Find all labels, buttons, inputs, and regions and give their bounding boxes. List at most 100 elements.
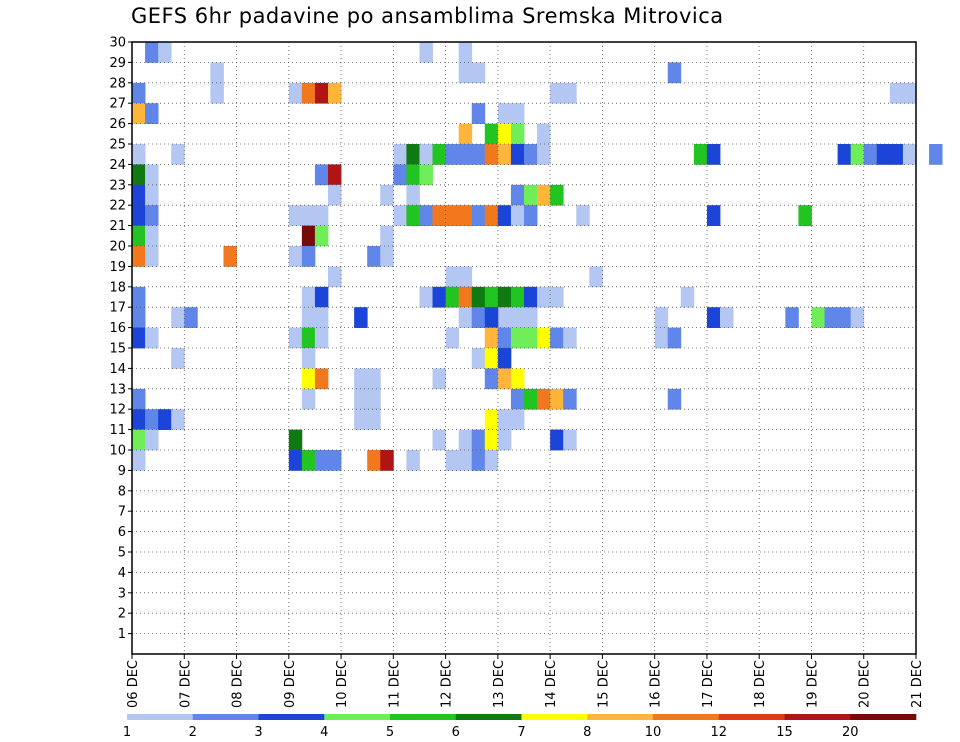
heatmap-cell: [301, 225, 316, 247]
legend-swatch: [587, 714, 654, 720]
heatmap-cell: [419, 42, 433, 63]
y-tick-label: 25: [109, 138, 126, 153]
heatmap-cell: [458, 42, 473, 63]
heatmap-cell: [367, 450, 381, 471]
heatmap-cell: [654, 327, 669, 349]
y-tick-label: 30: [109, 36, 126, 51]
heatmap-cell: [706, 144, 721, 165]
heatmap-cell: [328, 450, 342, 471]
y-tick-label: 24: [109, 158, 126, 173]
legend-swatch: [784, 714, 851, 720]
heatmap-cell: [145, 327, 159, 349]
heatmap-cell: [458, 144, 473, 165]
x-tick-label: 20 DEC: [858, 660, 873, 708]
legend-label: 4: [320, 725, 328, 740]
x-tick-label: 06 DEC: [126, 660, 141, 708]
heatmap-cell: [497, 409, 512, 430]
heatmap-cell: [314, 327, 329, 349]
heatmap-cell: [406, 450, 420, 471]
heatmap-cell: [328, 82, 342, 104]
heatmap-cell: [524, 205, 538, 226]
x-tick-label: 14 DEC: [544, 660, 559, 708]
heatmap-cell: [432, 368, 446, 390]
heatmap-cell: [145, 164, 159, 186]
heatmap-cell: [145, 225, 159, 247]
heatmap-cell: [537, 286, 551, 308]
heatmap-cell: [510, 286, 525, 308]
heatmap-cell: [706, 205, 721, 226]
legend-label: 7: [517, 725, 525, 740]
y-tick-label: 12: [109, 403, 126, 418]
heatmap-cell: [458, 450, 473, 471]
heatmap-cell: [301, 388, 316, 410]
heatmap-cell: [406, 184, 420, 206]
x-tick-label: 15 DEC: [596, 660, 611, 708]
heatmap-cell: [301, 286, 316, 308]
heatmap-cell: [537, 123, 551, 145]
y-tick-label: 21: [109, 219, 126, 234]
heatmap-cell: [667, 62, 682, 84]
heatmap-cell: [550, 82, 564, 104]
y-tick-label: 20: [109, 240, 126, 255]
heatmap-cell: [132, 286, 146, 308]
legend-swatch: [850, 714, 917, 720]
heatmap-cell: [445, 205, 460, 226]
heatmap-cell: [132, 164, 146, 186]
heatmap-cell: [301, 82, 316, 104]
heatmap-cell: [471, 450, 486, 471]
heatmap-cell: [550, 429, 564, 451]
heatmap-cell: [445, 327, 460, 349]
heatmap-cell: [145, 103, 159, 124]
y-tick-label: 8: [118, 484, 126, 499]
heatmap-cell: [563, 429, 577, 451]
heatmap-cell: [132, 184, 146, 206]
heatmap-cell: [524, 184, 538, 206]
chart-title: GEFS 6hr padavine po ansamblima Sremska …: [131, 4, 724, 28]
legend-label: 1: [123, 725, 131, 740]
heatmap-cell: [132, 388, 146, 410]
heatmap-cell: [484, 348, 499, 369]
heatmap-cell: [798, 205, 812, 226]
legend-label: 12: [710, 725, 727, 740]
heatmap-cell: [393, 164, 407, 186]
heatmap-cell: [132, 225, 146, 247]
heatmap-cell: [824, 307, 838, 328]
y-tick-label: 29: [109, 56, 126, 71]
y-tick-label: 16: [109, 321, 126, 336]
heatmap-cell: [145, 42, 159, 63]
heatmap-cell: [432, 286, 446, 308]
heatmap-cell: [380, 225, 394, 247]
x-tick-label: 12 DEC: [440, 660, 455, 708]
y-tick-label: 11: [109, 423, 126, 438]
heatmap-cell: [863, 144, 878, 165]
x-tick-label: 09 DEC: [283, 660, 298, 708]
x-tick-label: 11 DEC: [387, 660, 402, 708]
heatmap-cell: [328, 266, 342, 288]
y-tick-label: 5: [118, 546, 126, 561]
heatmap-cell: [184, 307, 198, 328]
legend-label: 10: [645, 725, 662, 740]
y-tick-label: 13: [109, 382, 126, 397]
heatmap-cell: [471, 429, 486, 451]
heatmap-cell: [550, 327, 564, 349]
heatmap-cell: [171, 409, 185, 430]
heatmap-cell: [132, 103, 146, 124]
legend-label: 2: [189, 725, 197, 740]
heatmap-cell: [380, 184, 394, 206]
heatmap-cell: [380, 246, 394, 267]
heatmap-cell: [432, 429, 446, 451]
heatmap-cell: [484, 429, 499, 451]
legend-swatch: [258, 714, 325, 720]
heatmap-cell: [902, 144, 917, 165]
x-tick-label: 19 DEC: [805, 660, 820, 708]
heatmap-cell: [301, 246, 316, 267]
grid-layer: [132, 42, 916, 654]
heatmap-cell: [497, 327, 512, 349]
legend-label: 20: [842, 725, 859, 740]
legend-label: 3: [254, 725, 262, 740]
heatmap-cell: [484, 409, 499, 430]
heatmap-cell: [550, 388, 564, 410]
y-tick-label: 17: [109, 301, 126, 316]
heatmap-cell: [145, 429, 159, 451]
heatmap-cell: [314, 82, 329, 104]
